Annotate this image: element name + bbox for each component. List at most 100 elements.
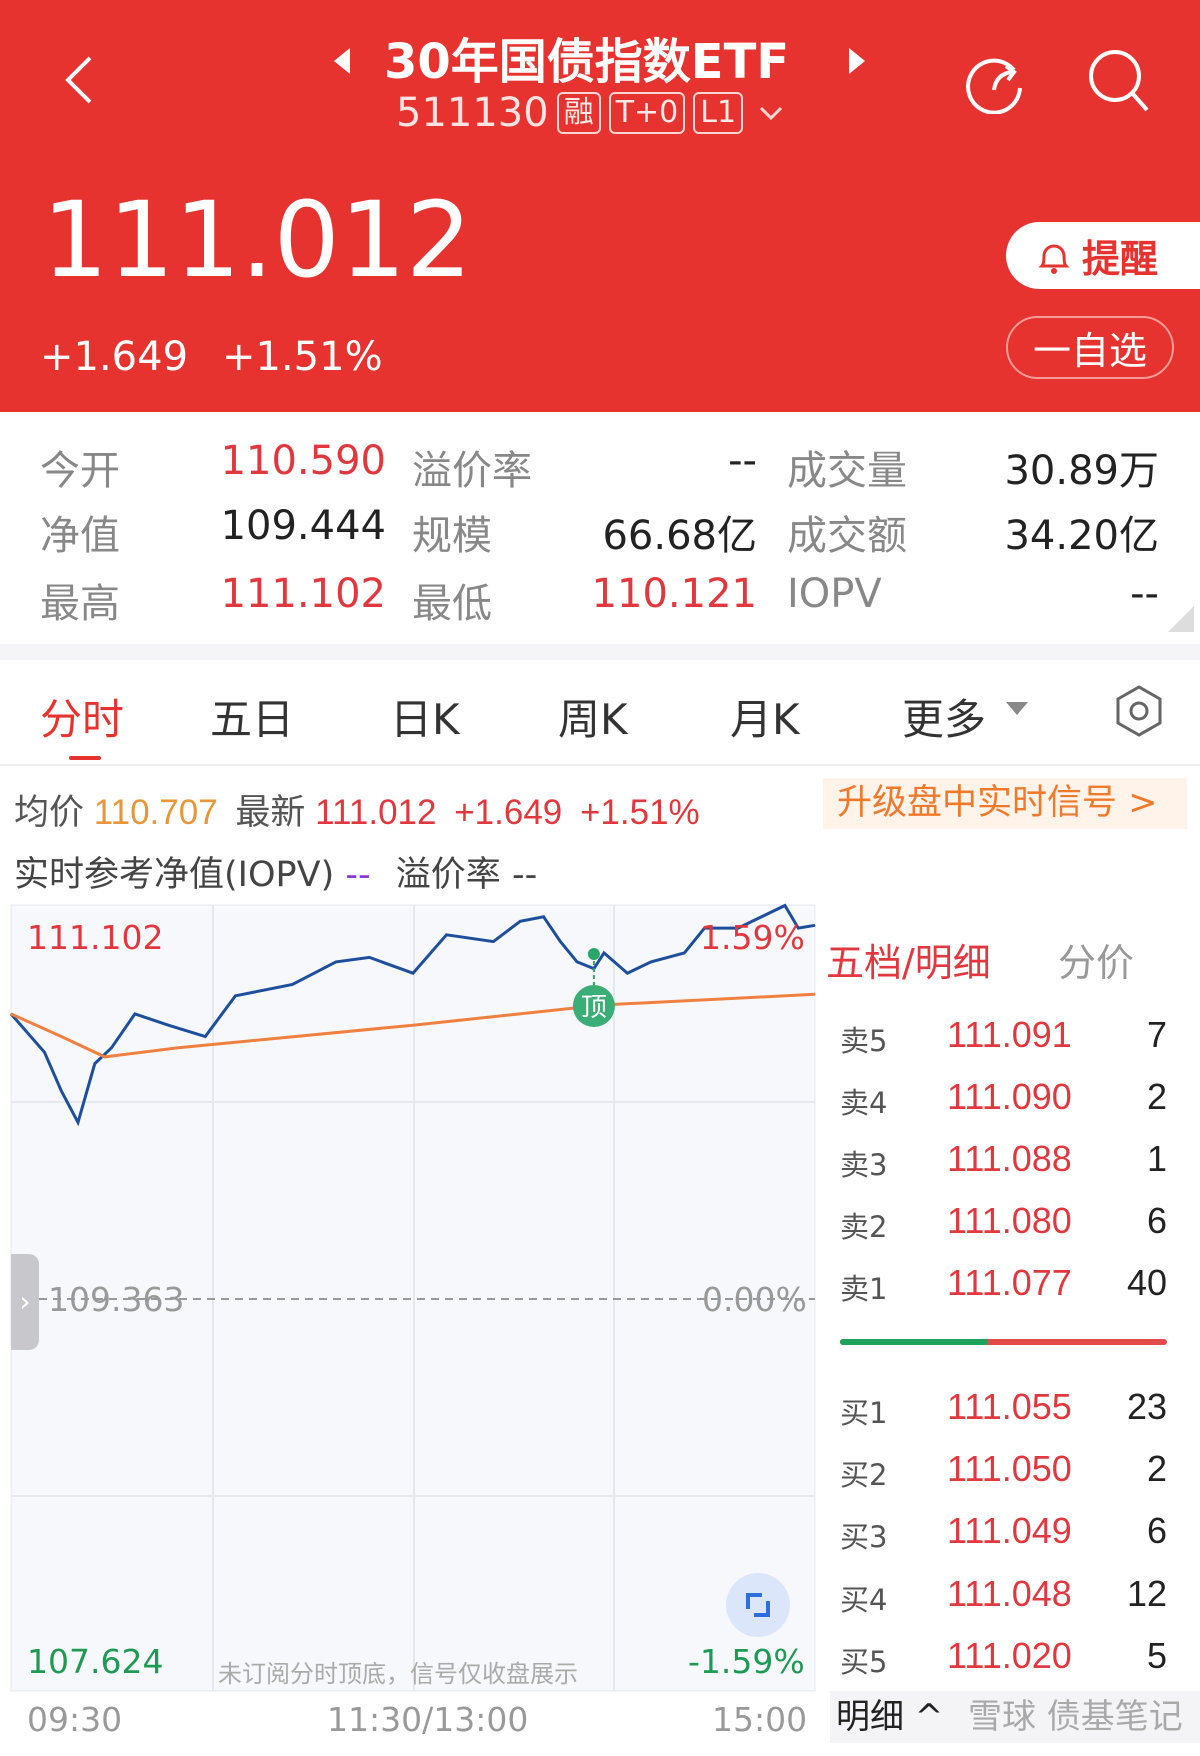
section-divider [0, 644, 1200, 660]
stat-label: 溢价率 [412, 448, 532, 494]
data-point-price [412, 972, 414, 974]
data-point-price [650, 961, 652, 963]
latest-value: 111.012 [315, 793, 437, 832]
order-price: 111.088 [947, 1138, 1072, 1179]
more-dropdown-icon[interactable] [1006, 702, 1028, 715]
stat-value: 110.590 [220, 438, 386, 484]
data-point-price [559, 941, 561, 943]
tab-orderbook[interactable]: 五档/明细 [826, 941, 991, 985]
data-point-price [703, 927, 705, 929]
divider [0, 764, 1200, 766]
order-price: 111.077 [947, 1262, 1072, 1303]
y-min-label: 107.624 [27, 1642, 164, 1681]
current-price: 111.012 [42, 179, 473, 301]
tab-2[interactable]: 日K [390, 695, 460, 744]
watermark: 雪球 债基笔记 [968, 1697, 1183, 1737]
side-panel-toggle[interactable]: › [11, 1254, 39, 1350]
data-point-price [291, 984, 293, 986]
iopv-label: 实时参考净值(IOPV) [14, 855, 335, 895]
iopv-row: 实时参考净值(IOPV) -- 溢价率 -- [14, 846, 537, 897]
order-price: 111.020 [947, 1635, 1072, 1676]
price-change: +1.649 [40, 334, 189, 380]
refresh-icon[interactable] [964, 48, 1030, 114]
buy-ratio-fill [840, 1339, 988, 1345]
order-qty: 7 [1146, 1014, 1167, 1055]
order-label: 买4 [840, 1583, 888, 1617]
search-icon[interactable] [1085, 46, 1155, 116]
x-tick-mid: 11:30/13:00 [327, 1700, 529, 1739]
order-price: 111.049 [947, 1510, 1072, 1551]
order-qty: 23 [1126, 1386, 1167, 1427]
price-change-pct: +1.51% [222, 334, 383, 380]
premium-value: -- [511, 855, 538, 895]
stat-label: 规模 [412, 513, 492, 559]
data-point-price [683, 952, 685, 954]
detail-toggle-bar [830, 1691, 1200, 1743]
order-label: 卖4 [840, 1086, 888, 1120]
data-point-price [77, 1121, 79, 1123]
order-label: 买5 [840, 1645, 888, 1679]
stat-label: 今开 [40, 448, 120, 494]
data-point-avg [60, 1036, 62, 1038]
order-label: 买3 [840, 1520, 888, 1554]
data-point-price [111, 1047, 112, 1049]
order-price: 111.091 [947, 1014, 1072, 1055]
latest-change: +1.649 [454, 793, 563, 832]
data-point-price [204, 1036, 206, 1038]
detail-toggle[interactable]: 明细 ^ [836, 1697, 944, 1737]
order-qty: 2 [1146, 1448, 1167, 1489]
order-label: 卖3 [840, 1148, 888, 1182]
intraday-chart[interactable]: 顶 [0, 900, 820, 1700]
latest-label: 最新 [235, 793, 306, 832]
data-point-avg [10, 1013, 12, 1015]
data-point-avg [104, 1056, 106, 1058]
settings-icon[interactable] [1113, 684, 1165, 738]
tab-5[interactable]: 更多 [902, 695, 987, 744]
fullscreen-icon [746, 1593, 770, 1617]
order-qty: 6 [1146, 1200, 1167, 1241]
tab-0[interactable]: 分时 [40, 695, 125, 744]
watchlist-button[interactable]: 一自选 [1006, 316, 1174, 379]
bell-icon [1038, 244, 1070, 274]
stat-value: 110.121 [591, 571, 757, 617]
order-price: 111.050 [947, 1448, 1072, 1489]
order-qty: 5 [1146, 1635, 1167, 1676]
data-point-price [814, 924, 816, 926]
tab-1[interactable]: 五日 [210, 695, 295, 744]
alert-button[interactable]: 提醒 [1006, 222, 1200, 289]
premium-label: 溢价率 [395, 855, 501, 895]
back-icon[interactable] [60, 52, 100, 108]
fullscreen-button[interactable] [726, 1573, 790, 1637]
stat-value: 30.89万 [1004, 448, 1159, 494]
stat-value: 111.102 [220, 571, 386, 617]
y-mid-label: 109.363 [48, 1280, 185, 1319]
data-point-price [603, 952, 605, 954]
upgrade-signal-link[interactable]: 升级盘中实时信号 > [823, 778, 1187, 829]
tab-3[interactable]: 周K [558, 695, 628, 744]
stat-label: 最低 [412, 581, 492, 627]
order-qty: 1 [1146, 1138, 1167, 1179]
stat-label: 成交额 [787, 513, 907, 559]
order-price: 111.080 [947, 1200, 1072, 1241]
data-point-price [543, 916, 545, 918]
data-point-price [94, 1063, 96, 1065]
prev-icon[interactable] [330, 44, 354, 78]
order-label: 卖1 [840, 1272, 888, 1306]
next-icon[interactable] [845, 44, 869, 78]
data-point-price [576, 961, 578, 963]
stat-value: 109.444 [220, 503, 386, 549]
tab-price-dist[interactable]: 分价 [1058, 941, 1135, 985]
tab-4[interactable]: 月K [730, 695, 800, 744]
pct-mid-label: 0.00% [702, 1280, 807, 1319]
avg-label: 均价 [14, 793, 85, 832]
order-qty: 2 [1146, 1076, 1167, 1117]
expand-corner-icon[interactable] [1168, 606, 1194, 632]
chevron-down-icon[interactable] [753, 98, 789, 128]
data-point-price [368, 956, 370, 958]
data-point-avg [178, 1047, 179, 1049]
avg-value: 110.707 [93, 793, 218, 832]
top-signal-label: 顶 [581, 993, 607, 1023]
data-point-price [167, 1024, 169, 1026]
y-max-label: 111.102 [27, 918, 164, 957]
series-price-line [9, 903, 816, 1127]
